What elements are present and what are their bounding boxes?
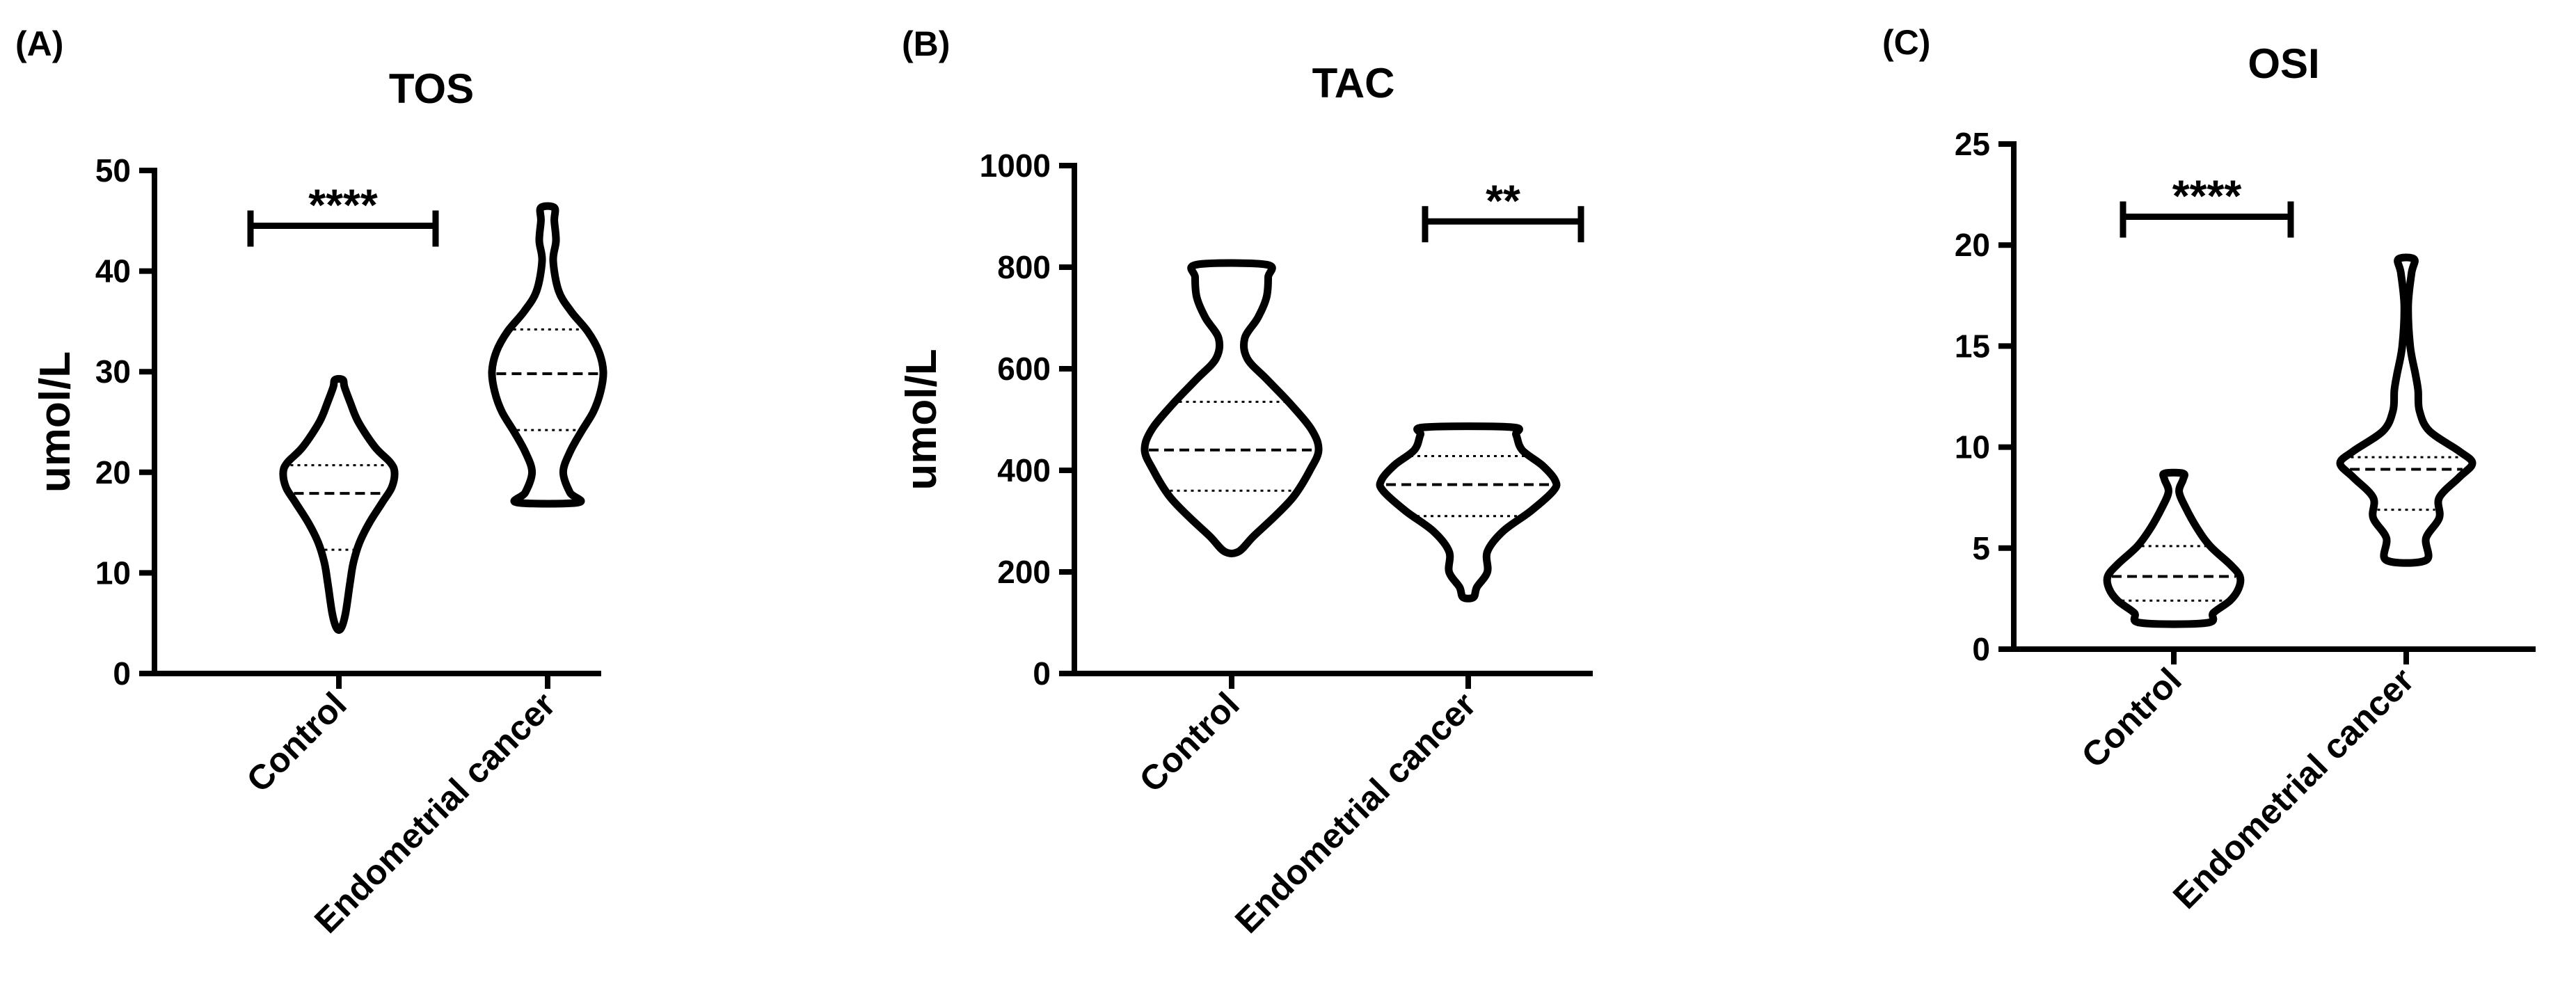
y-tick-label: 40: [95, 253, 131, 289]
y-tick-label: 5: [1972, 530, 1990, 566]
violin-control: [2103, 468, 2245, 628]
y-tick-label: 400: [997, 452, 1051, 488]
y-tick-label: 1000: [980, 148, 1051, 184]
chart-title: TOS: [389, 65, 474, 112]
significance-stars: ****: [2172, 171, 2242, 221]
y-tick-label: 10: [95, 555, 131, 591]
y-tick-label: 600: [997, 351, 1051, 387]
y-tick-label: 20: [95, 454, 131, 491]
x-tick-label: Control: [1132, 685, 1247, 799]
x-tick-label: Endometrial cancer: [1227, 685, 1484, 941]
chart-title: TAC: [1312, 60, 1395, 106]
y-axis-label: umol/L: [898, 349, 946, 490]
violin-endometrial-cancer: [2336, 253, 2476, 567]
y-tick-label: 10: [1955, 429, 1990, 465]
violin-control: [1140, 259, 1323, 557]
chart-title: OSI: [2248, 40, 2319, 87]
significance-bracket: [2120, 201, 2294, 238]
panel-label: (C): [1882, 23, 1930, 62]
y-tick-label: 20: [1955, 227, 1990, 263]
y-tick-label: 800: [997, 249, 1051, 285]
y-axis-label: umol/L: [31, 351, 79, 493]
panel-tac: (B) TAC umol/L 0 200 400 600 800 1000 ControlEndo…: [898, 24, 1593, 941]
x-tick-label: Control: [239, 685, 354, 799]
significance-stars: **: [1486, 175, 1520, 225]
y-tick-label: 0: [1033, 655, 1051, 692]
significance-bracket: [1422, 206, 1584, 243]
violin-endometrial-cancer: [1376, 422, 1561, 603]
x-tick-label: Endometrial cancer: [2165, 660, 2422, 916]
violin-endometrial-cancer: [488, 202, 607, 508]
y-tick-label: 15: [1955, 328, 1990, 364]
y-tick-label: 200: [997, 554, 1051, 590]
y-tick-label: 25: [1955, 126, 1990, 162]
x-tick-label: Endometrial cancer: [307, 685, 563, 941]
panel-tos: (A) TOS umol/L 0 10 20 30 40 50 ControlEndometria…: [15, 24, 607, 941]
panel-label: (A): [15, 24, 63, 63]
y-tick-label: 0: [113, 655, 131, 692]
panel-label: (B): [902, 24, 950, 63]
significance-bracket: [247, 210, 439, 247]
y-tick-label: 30: [95, 353, 131, 390]
violin-control: [279, 375, 399, 634]
x-tick-label: Control: [2074, 660, 2189, 775]
y-tick-label: 50: [95, 152, 131, 189]
significance-stars: ****: [308, 180, 378, 230]
y-tick-label: 0: [1972, 631, 1990, 667]
